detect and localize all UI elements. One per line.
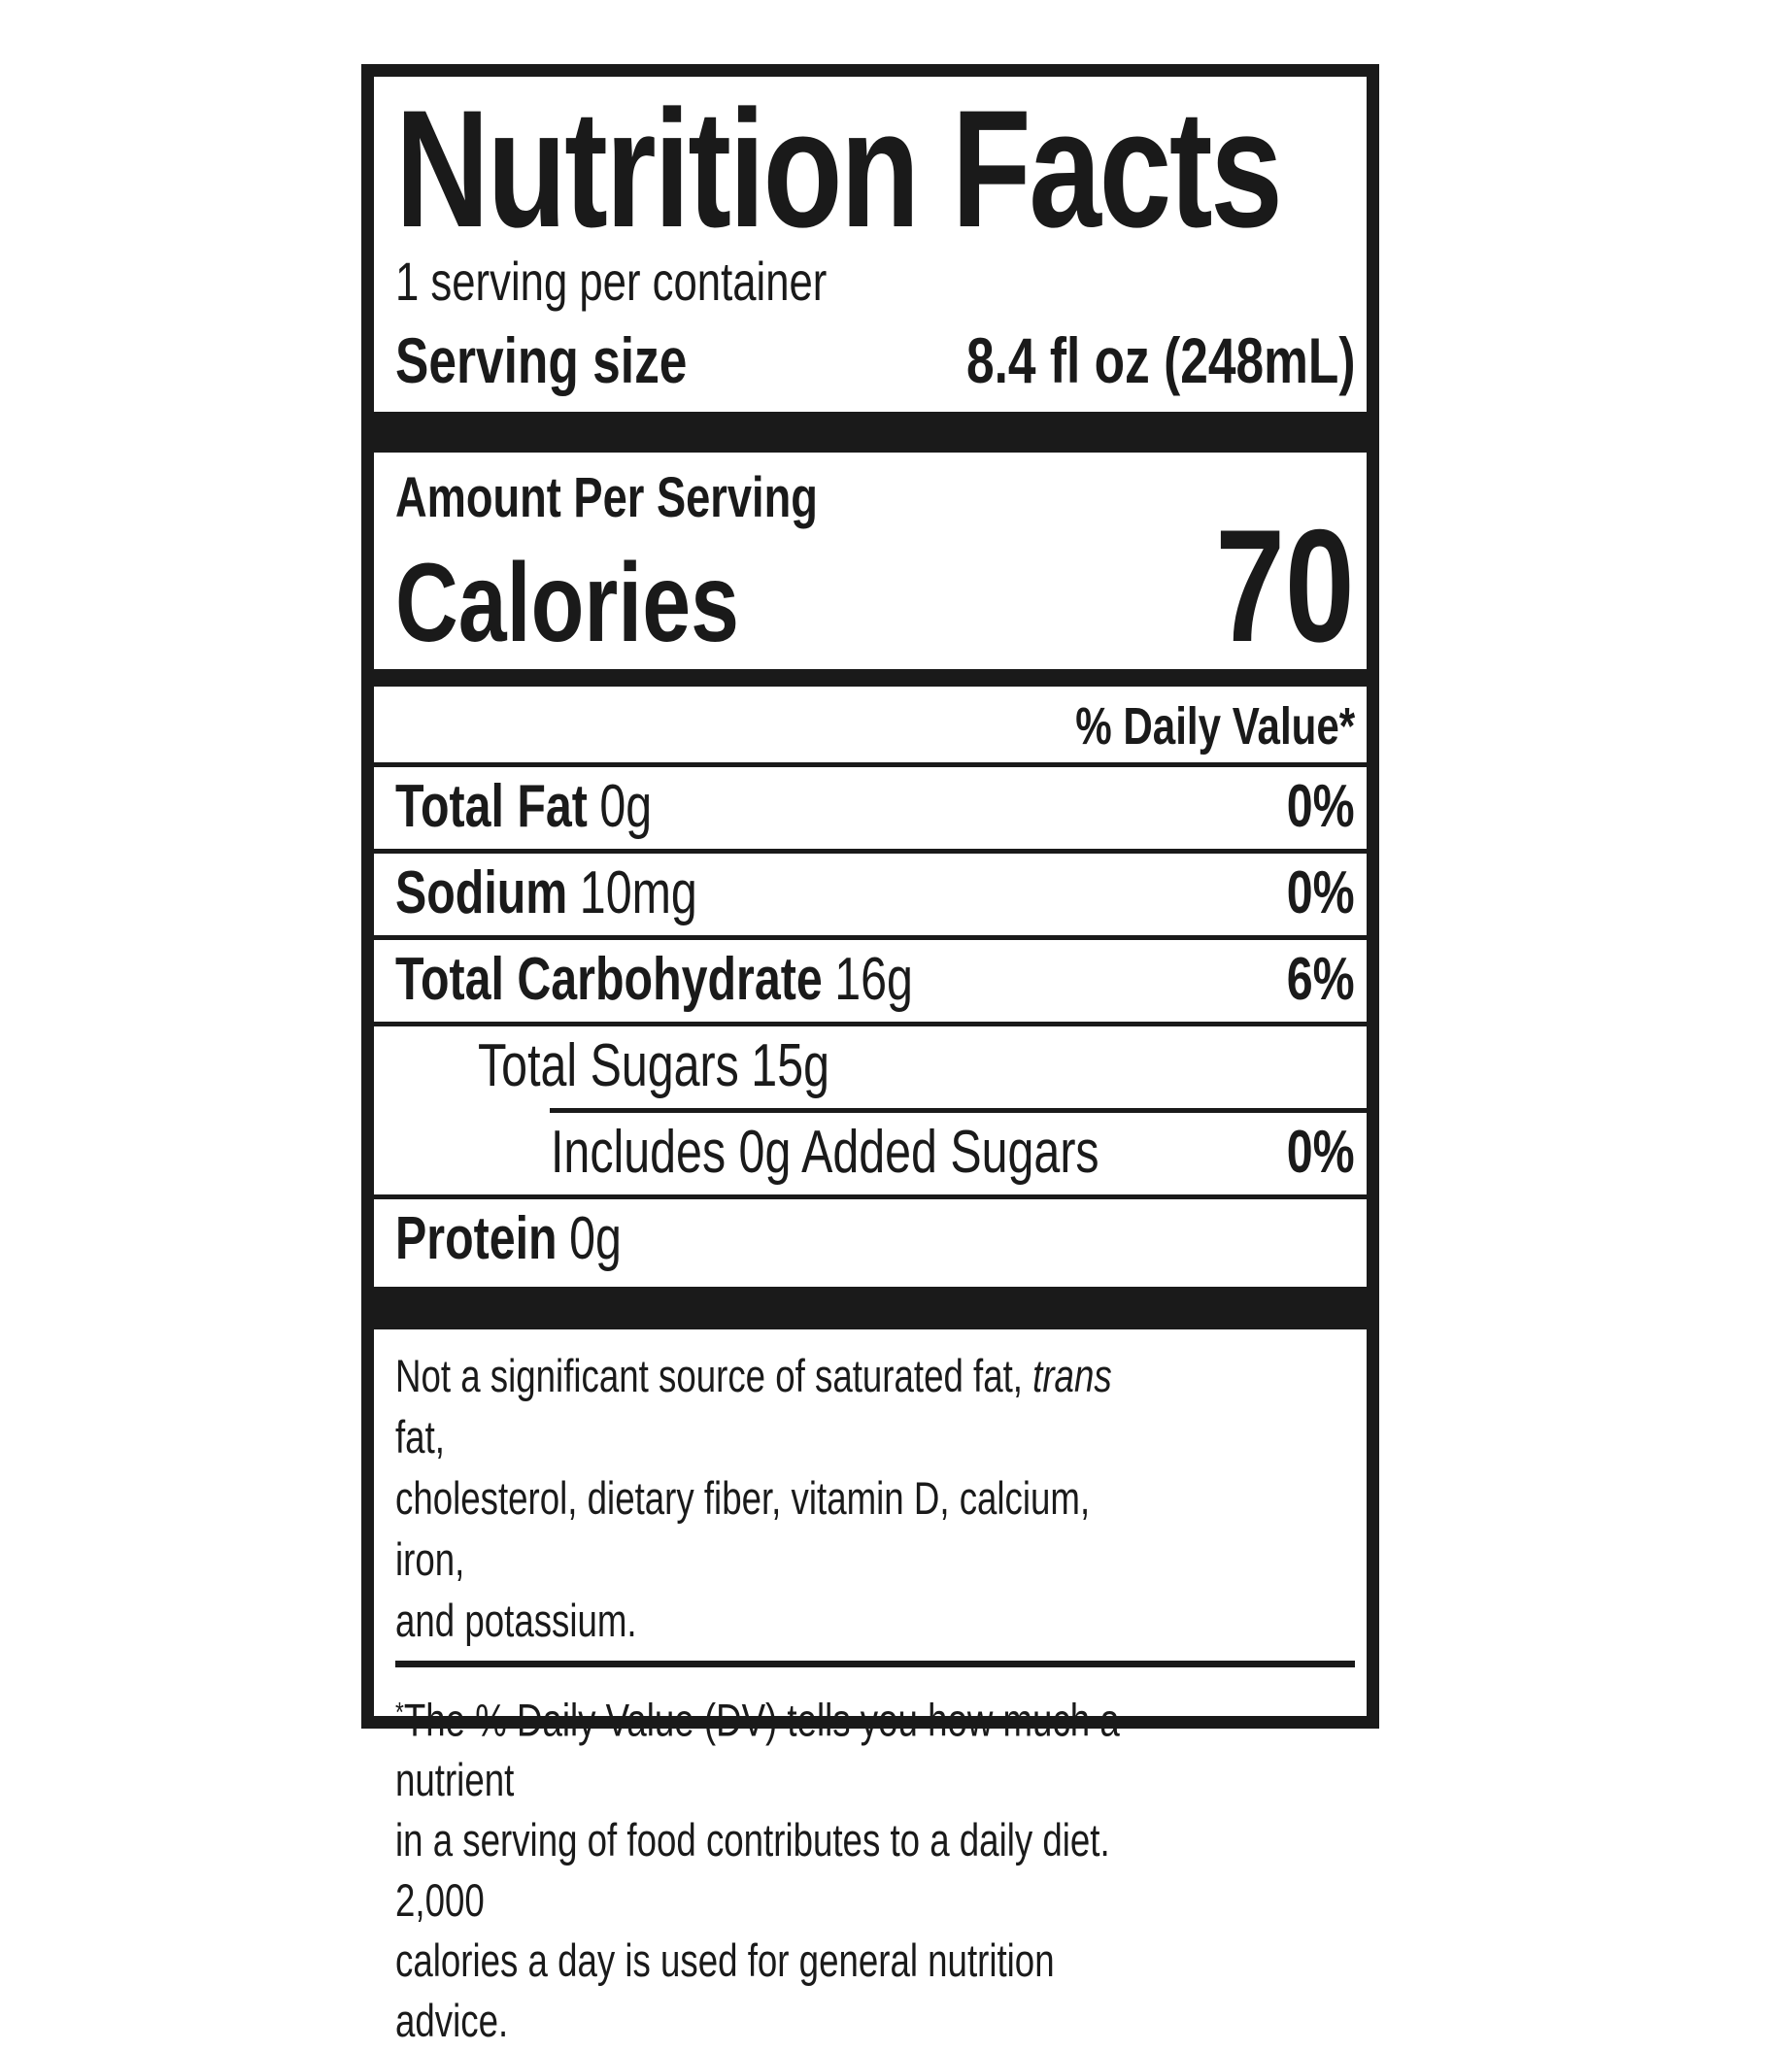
- nutrient-row-total-sugars: Total Sugars 15g: [395, 1026, 1355, 1108]
- nutrient-row-total-carbohydrate: Total Carbohydrate 16g 6%: [395, 940, 1355, 1022]
- divider-thick-bottom: [374, 1286, 1367, 1329]
- calories-label: Calories: [395, 540, 739, 665]
- serving-size-label: Serving size: [395, 323, 688, 396]
- calories-value: 70: [1215, 495, 1355, 675]
- nutrient-amount: 0g: [599, 772, 653, 840]
- nutrient-name-amount: Total Fat 0g: [395, 776, 652, 837]
- divider-hairline-indented: [550, 1107, 1367, 1113]
- nutrient-dv: 0%: [1287, 858, 1355, 926]
- footnote-body: The % Daily Value (DV) tells you how muc…: [395, 1694, 1120, 2047]
- nutrient-row-total-fat: Total Fat 0g 0%: [395, 767, 1355, 849]
- divider-medium: [374, 668, 1367, 687]
- nutrient-name: Includes 0g Added Sugars: [551, 1118, 1099, 1186]
- note-italic-trans: trans: [1032, 1349, 1112, 1401]
- nutrient-row-added-sugars: Includes 0g Added Sugars 0%: [395, 1113, 1355, 1194]
- nutrient-name-amount: Total Sugars 15g: [478, 1035, 829, 1096]
- nutrient-dv: 0%: [1287, 772, 1355, 840]
- nutrient-dv: 0%: [1287, 1118, 1355, 1186]
- divider-hairline: [374, 848, 1367, 854]
- nutrient-row-protein: Protein 0g: [395, 1199, 1355, 1281]
- nutrient-name-amount: Protein 0g: [395, 1208, 622, 1269]
- nutrient-name: Total Sugars: [478, 1031, 739, 1099]
- servings-per-container-text: 1 serving per container: [395, 250, 828, 312]
- serving-size-row: Serving size 8.4 fl oz (248mL): [395, 328, 1355, 392]
- divider-hairline: [374, 1194, 1367, 1199]
- nutrient-amount: 16g: [834, 945, 913, 1013]
- note-pre: Not a significant source of saturated fa…: [395, 1349, 1033, 1401]
- nutrient-amount: 10mg: [579, 858, 697, 926]
- footnote-divider-rule: [395, 1660, 1355, 1667]
- nutrient-row-sodium: Sodium 10mg 0%: [395, 854, 1355, 935]
- divider-thick-top: [374, 411, 1367, 453]
- nutrient-name: Total Fat: [395, 772, 588, 840]
- daily-value-footnote: *The % Daily Value (DV) tells you how mu…: [395, 1683, 1355, 2051]
- label-title: Nutrition Facts: [395, 76, 1355, 262]
- daily-value-header: % Daily Value*: [395, 700, 1355, 753]
- serving-size-value: 8.4 fl oz (248mL): [965, 323, 1355, 396]
- insignificant-source-note-text: Not a significant source of saturated fa…: [395, 1345, 1144, 1651]
- daily-value-header-text: % Daily Value*: [1075, 696, 1355, 756]
- daily-value-footnote-text: *The % Daily Value (DV) tells you how mu…: [395, 1683, 1144, 2051]
- nutrient-name-amount: Sodium 10mg: [395, 862, 697, 924]
- amount-per-serving-text: Amount Per Serving: [395, 465, 818, 529]
- nutrition-facts-label: Nutrition Facts 1 serving per container …: [361, 64, 1379, 2046]
- calories-row: Calories 70: [395, 495, 1355, 675]
- servings-per-container: 1 serving per container: [395, 250, 1355, 312]
- amount-per-serving-label: Amount Per Serving: [395, 465, 1355, 529]
- nutrient-name-amount: Total Carbohydrate 16g: [395, 949, 913, 1010]
- nutrient-name: Protein: [395, 1204, 558, 1272]
- page-background: { "label": { "title": "Nutrition Facts",…: [361, 64, 1379, 2047]
- nutrient-amount: 0g: [569, 1204, 622, 1272]
- divider-hairline: [374, 1021, 1367, 1026]
- insignificant-source-note: Not a significant source of saturated fa…: [395, 1345, 1355, 1651]
- nutrient-name: Sodium: [395, 858, 568, 926]
- footnote-asterisk: *: [395, 1697, 404, 1729]
- nutrient-dv: 6%: [1287, 945, 1355, 1013]
- divider-hairline: [374, 761, 1367, 767]
- note-post: fat, cholesterol, dietary fiber, vitamin…: [395, 1410, 1091, 1646]
- divider-hairline: [374, 934, 1367, 940]
- nutrient-amount: 15g: [751, 1031, 829, 1099]
- label-title-text: Nutrition Facts: [395, 76, 1283, 262]
- nutrient-name: Total Carbohydrate: [395, 945, 823, 1013]
